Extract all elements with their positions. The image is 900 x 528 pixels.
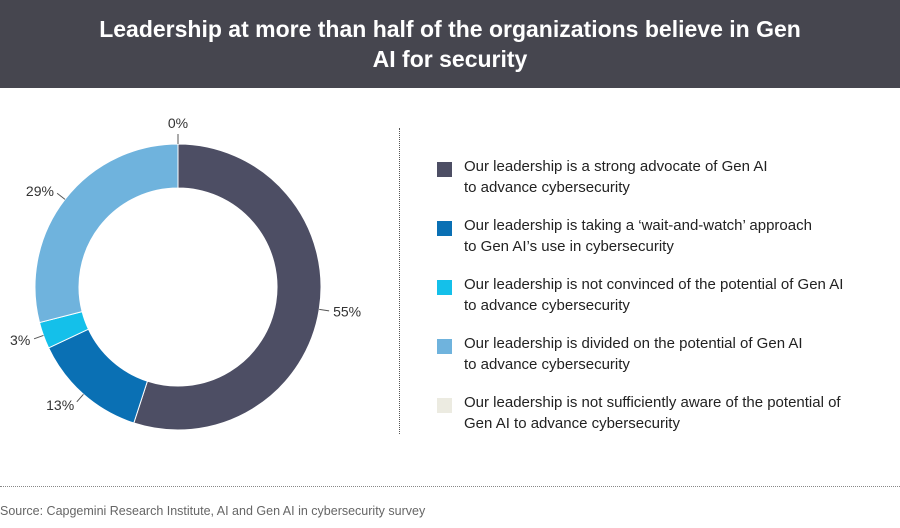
legend-item: Our leadership is divided on the potenti… — [437, 333, 897, 392]
legend-label: to advance cybersecurity — [464, 297, 630, 314]
legend-label: Our leadership is not convinced of the p… — [464, 276, 844, 293]
legend-label: Our leadership is not sufficiently aware… — [464, 394, 841, 411]
legend-item: Our leadership is taking a ‘wait-and-wat… — [437, 215, 897, 274]
legend-swatch — [437, 280, 452, 295]
legend-label: Our leadership is divided on the potenti… — [464, 335, 803, 352]
legend-swatch — [437, 221, 452, 236]
leader-line — [33, 334, 44, 340]
legend-label: to advance cybersecurity — [464, 179, 630, 196]
legend-swatch — [437, 162, 452, 177]
legend: Our leadership is a strong advocate of G… — [437, 156, 897, 451]
chart-title: Leadership at more than half of the orga… — [99, 16, 801, 72]
leader-line — [76, 393, 84, 403]
data-label: 29% — [26, 183, 54, 199]
legend-label: to advance cybersecurity — [464, 356, 630, 373]
data-label: 13% — [46, 397, 74, 413]
leader-line — [56, 192, 66, 200]
footer-divider — [0, 486, 900, 487]
data-label: 3% — [10, 332, 30, 348]
vertical-divider — [399, 128, 400, 434]
donut-slice — [34, 143, 179, 324]
data-label: 55% — [333, 304, 361, 320]
legend-label: Our leadership is a strong advocate of G… — [464, 158, 768, 175]
donut-chart: 55% 13% 3% 29% 0% — [10, 115, 361, 431]
donut-slice — [133, 143, 322, 431]
leader-line — [319, 308, 330, 312]
legend-swatch — [437, 398, 452, 413]
title-banner: Leadership at more than half of the orga… — [0, 0, 900, 88]
legend-swatch — [437, 339, 452, 354]
source-note: Source: Capgemini Research Institute, AI… — [0, 504, 426, 518]
legend-label: to Gen AI’s use in cybersecurity — [464, 238, 674, 255]
data-label: 0% — [168, 115, 188, 131]
legend-item: Our leadership is a strong advocate of G… — [437, 156, 897, 215]
legend-item: Our leadership is not convinced of the p… — [437, 274, 897, 333]
legend-label: Our leadership is taking a ‘wait-and-wat… — [464, 217, 812, 234]
legend-item: Our leadership is not sufficiently aware… — [437, 392, 897, 451]
legend-label: Gen AI to advance cybersecurity — [464, 415, 680, 432]
